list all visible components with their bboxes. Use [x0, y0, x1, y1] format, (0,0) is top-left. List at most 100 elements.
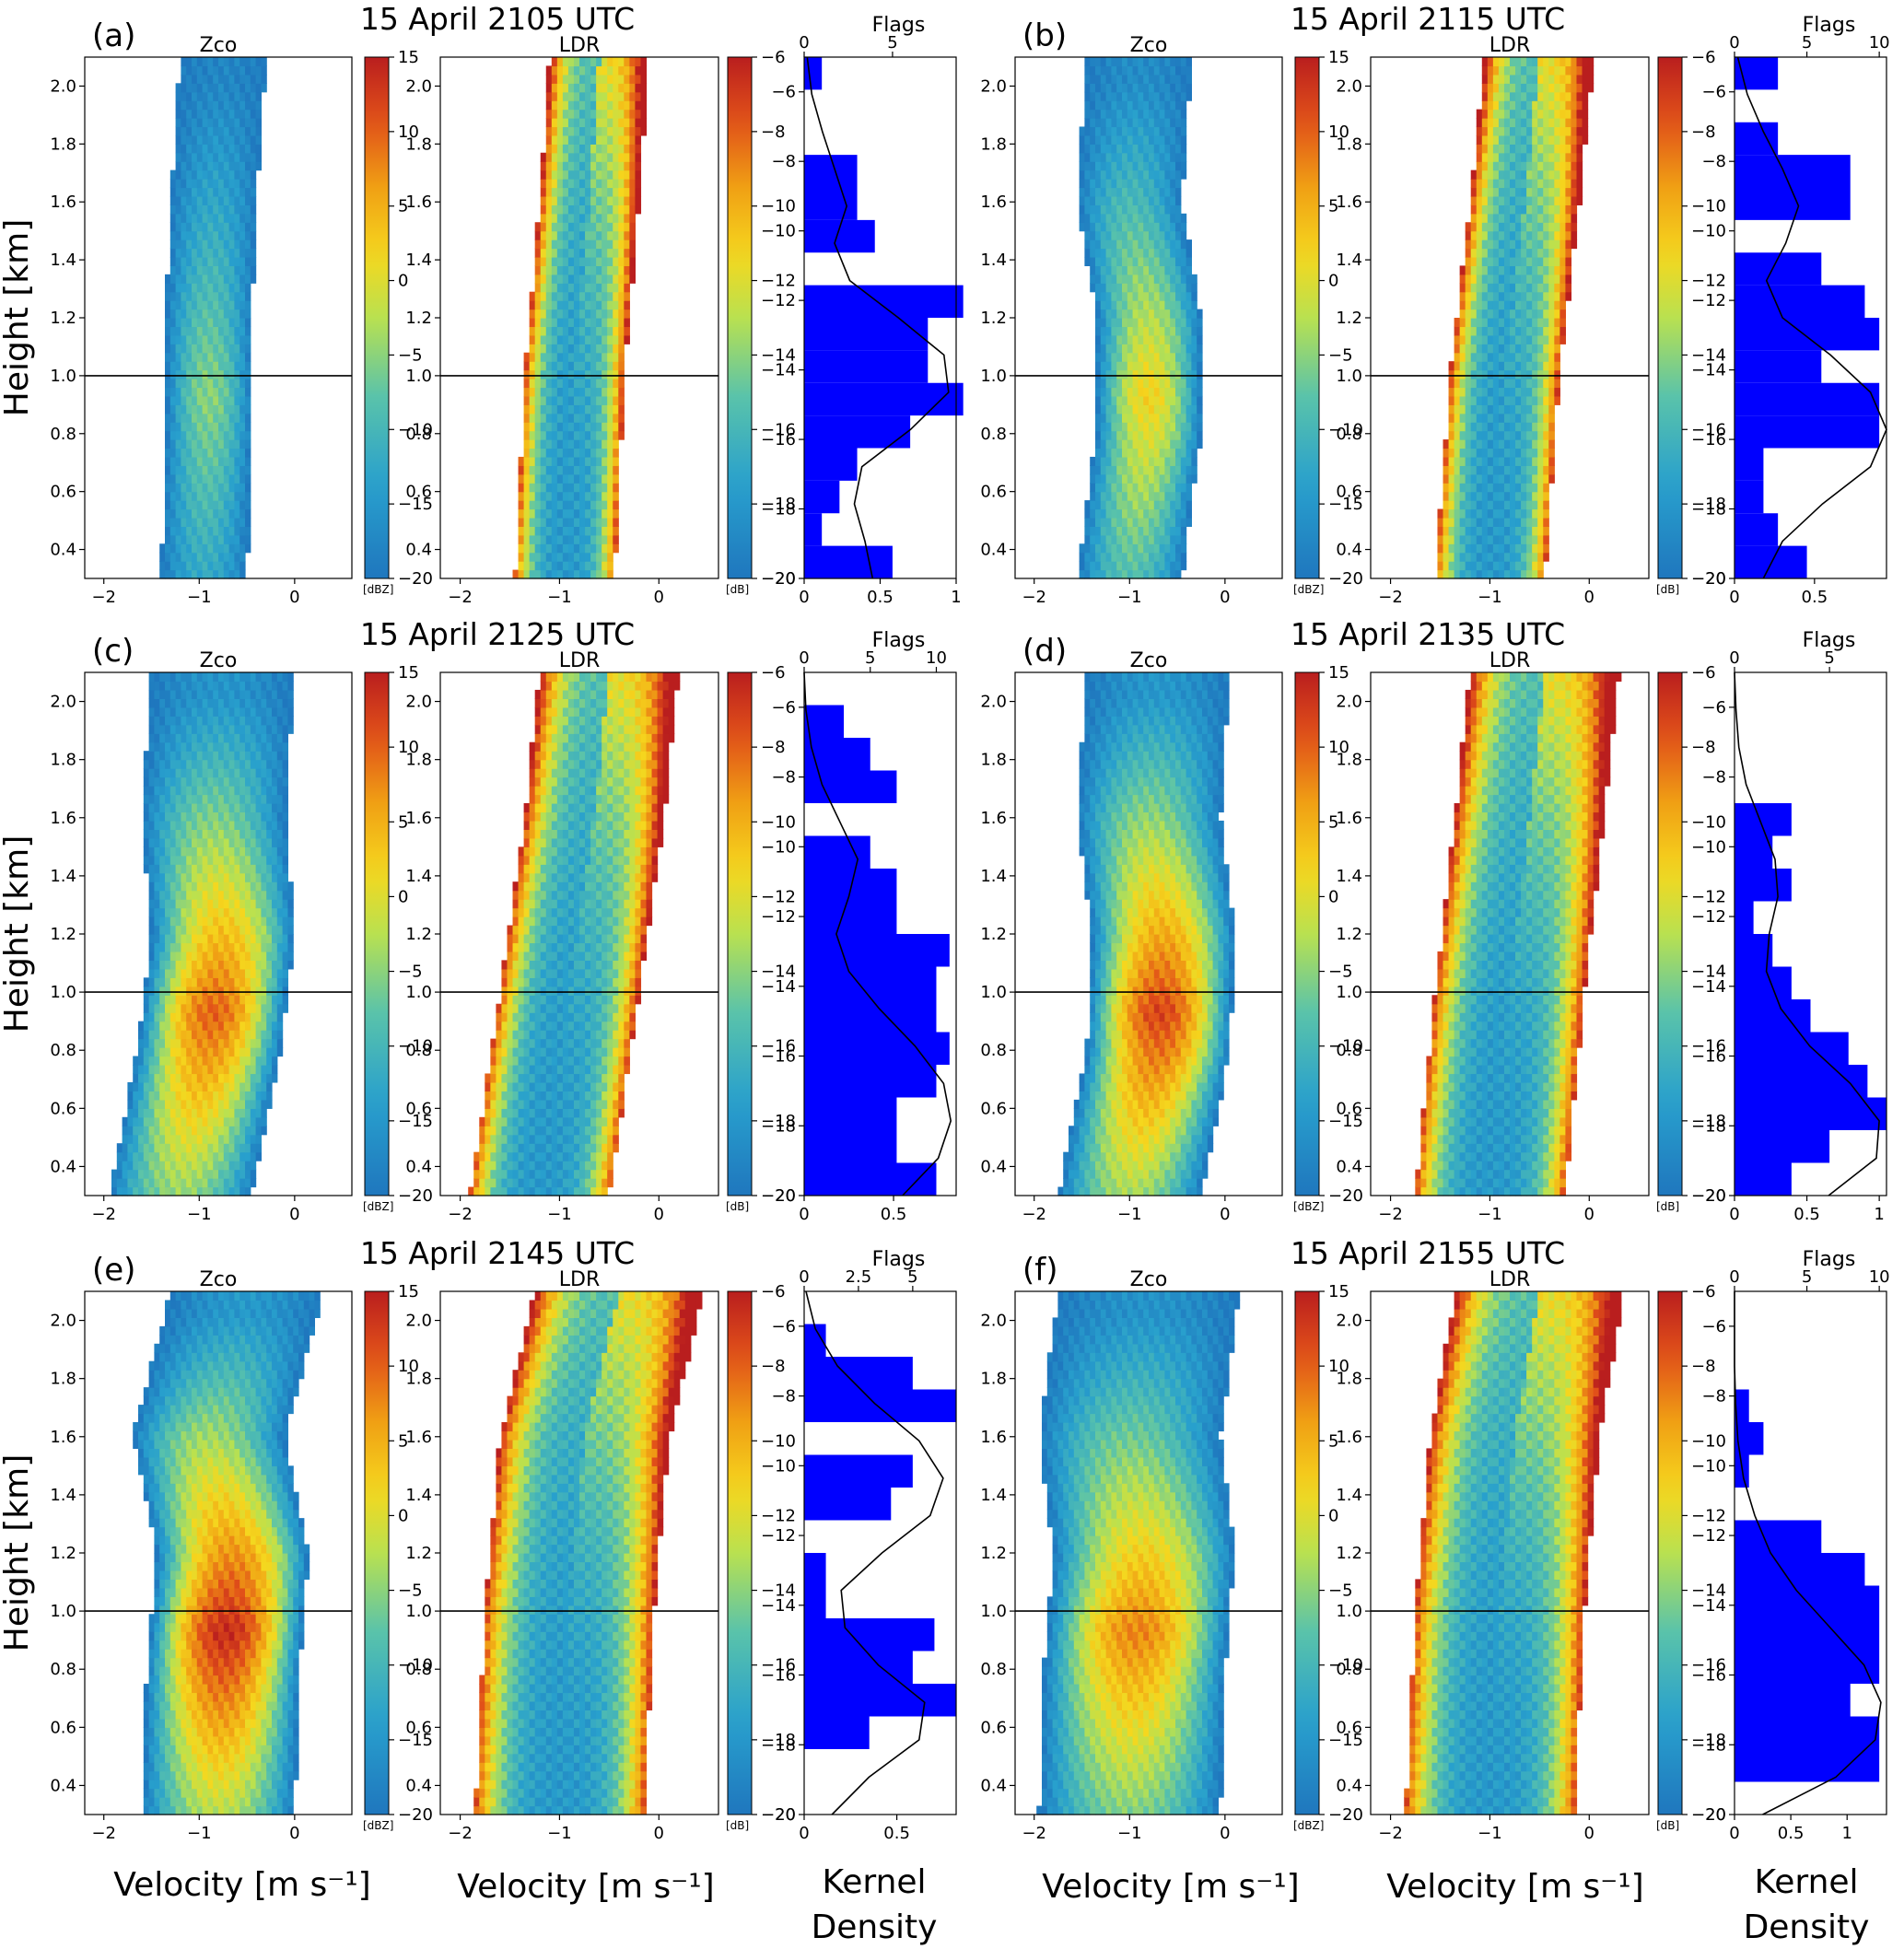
y-tick-label: 1.6: [980, 193, 1007, 212]
ldr-cell: [1515, 352, 1522, 362]
ldr-cell: [556, 222, 564, 232]
ldr-cell: [1559, 274, 1566, 284]
zco-cell: [1116, 109, 1123, 119]
ldr-cell: [1465, 369, 1472, 379]
ldr-cell: [562, 456, 569, 466]
zco-cell: [239, 491, 246, 501]
y-tick-label: 0.4: [50, 541, 76, 560]
ldr-cell: [1476, 369, 1483, 379]
zco-cell: [1084, 569, 1091, 579]
ldr-cell: [1454, 318, 1461, 328]
zco-cell: [165, 344, 171, 354]
zco-cell: [181, 465, 187, 475]
zco-cell: [1164, 326, 1171, 336]
zco-cell: [207, 1186, 214, 1196]
zco-cell: [213, 456, 219, 466]
zco-cell: [196, 300, 204, 310]
zco-cell: [1095, 74, 1102, 84]
ldr-cell: [1503, 517, 1511, 527]
zco-cell: [192, 526, 198, 536]
zco-cell: [245, 74, 251, 84]
ldr-cell: [562, 222, 569, 232]
zco-cell: [1100, 561, 1107, 571]
zco-cell: [202, 569, 208, 579]
zco-cell: [1197, 369, 1203, 379]
zco-cell: [207, 456, 214, 466]
zco-cell: [218, 508, 225, 519]
ldr-cell: [590, 326, 597, 336]
ldr-cell: [551, 473, 558, 484]
zco-cell: [1159, 526, 1165, 536]
zco-cell: [1111, 118, 1117, 128]
x-tick-label: 0: [1220, 588, 1230, 607]
zco-cell: [1143, 352, 1150, 362]
ldr-cell: [585, 118, 591, 128]
ldr-cell: [613, 430, 619, 440]
zco-cell: [1159, 309, 1165, 319]
zco-cell: [1164, 500, 1171, 510]
zco-cell: [1191, 344, 1197, 354]
zco-cell: [1149, 195, 1155, 205]
zco-cell: [223, 569, 230, 579]
zco-cell: [1100, 239, 1107, 250]
zco-cell: [245, 404, 251, 414]
zco-cell: [1116, 204, 1123, 215]
ldr-cell: [579, 395, 586, 405]
ldr-cell: [1481, 448, 1489, 458]
zco-cell: [186, 334, 193, 344]
zco-cell: [255, 134, 262, 145]
ldr-cell: [523, 526, 531, 536]
ldr-cell: [1492, 91, 1500, 101]
zco-cell: [245, 179, 251, 189]
zco-cell: [1170, 118, 1176, 128]
zco-cell: [1132, 465, 1139, 475]
ldr-cell: [556, 248, 564, 258]
ldr-cell: [534, 483, 542, 493]
zco-cell: [1164, 309, 1171, 319]
zco-cell: [1138, 100, 1144, 111]
ldr-cell: [1443, 526, 1450, 536]
zco-cell: [1132, 309, 1139, 319]
zco-cell: [1127, 369, 1134, 379]
ldr-cell: [585, 161, 591, 171]
ldr-cell: [1548, 239, 1555, 250]
ldr-cell: [1543, 195, 1549, 205]
zco-cell: [165, 1143, 171, 1153]
zco-cell: [192, 91, 198, 101]
zco-cell: [111, 1169, 118, 1179]
zco-cell: [239, 109, 246, 119]
zco-cell: [207, 91, 214, 101]
zco-cell: [245, 65, 251, 76]
zco-cell: [213, 352, 219, 362]
ldr-cell: [534, 422, 542, 432]
zco-cell: [207, 1161, 214, 1171]
ldr-cell: [1492, 300, 1500, 310]
zco-cell: [1116, 508, 1123, 519]
zco-cell: [218, 118, 225, 128]
ldr-cell: [1487, 179, 1494, 189]
ldr-cell: [1448, 517, 1455, 527]
zco-cell: [1105, 100, 1112, 111]
ldr-cell: [618, 213, 625, 223]
ldr-cell: [551, 430, 558, 440]
ldr-cell: [551, 179, 558, 189]
ldr-cell: [1532, 265, 1538, 275]
zco-cell: [245, 508, 251, 519]
ldr-cell: [618, 152, 625, 162]
ldr-cell: [1470, 543, 1478, 554]
zco-cell: [1164, 152, 1171, 162]
zco-cell: [202, 83, 208, 93]
ldr-cell: [1521, 65, 1527, 76]
ldr-cell: [1459, 291, 1466, 301]
ldr-cell: [579, 318, 586, 328]
ldr-cell: [1543, 465, 1549, 475]
ldr-cell: [590, 126, 597, 136]
zco-cell: [1095, 100, 1102, 111]
ldr-cell: [1459, 265, 1466, 275]
ldr-cell: [1459, 379, 1466, 389]
zco-cell: [186, 326, 193, 336]
ldr-cell: [1559, 144, 1566, 154]
y-tick-label: 1.0: [980, 367, 1007, 386]
colorbar-tick-label: 0: [1328, 272, 1338, 291]
ldr-cell: [545, 387, 553, 397]
